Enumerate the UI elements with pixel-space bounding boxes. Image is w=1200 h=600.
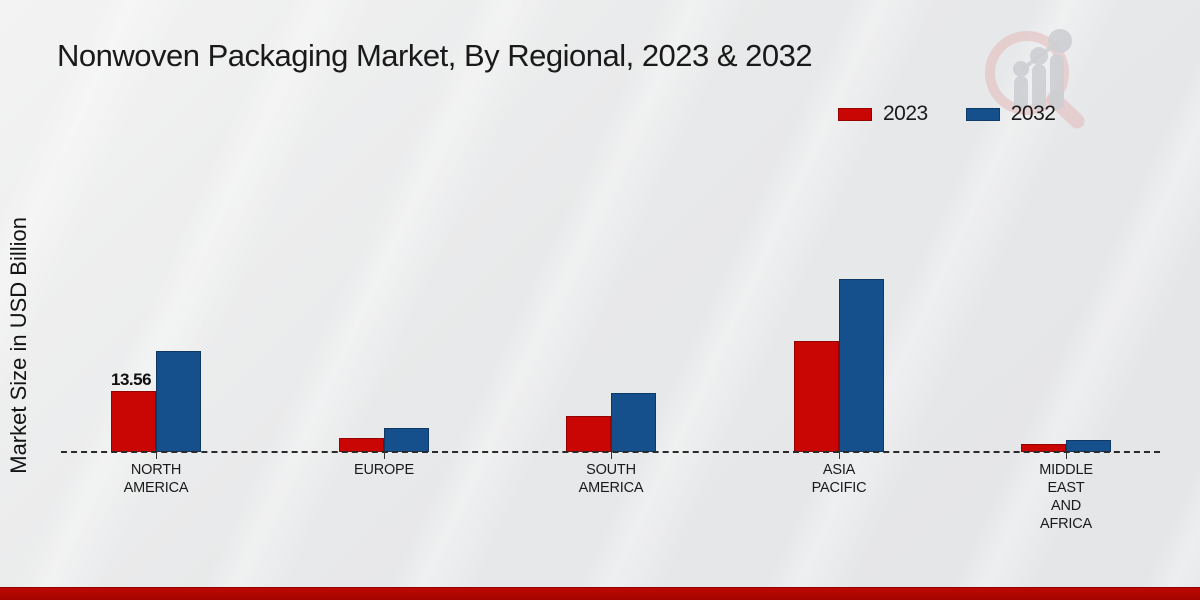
axis-tick-europe xyxy=(384,452,385,459)
axis-tick-middle-east-and-africa xyxy=(1066,452,1067,459)
legend-swatch-2023 xyxy=(838,107,872,121)
axis-label-middle-east-and-africa: MIDDLE EAST AND AFRICA xyxy=(1039,462,1093,532)
axis-label-asia-pacific: ASIA PACIFIC xyxy=(811,462,867,496)
bar-2023-asia-pacific xyxy=(794,341,839,452)
chart-title: Nonwoven Packaging Market, By Regional, … xyxy=(57,38,813,73)
axis-label-europe: EUROPE xyxy=(353,462,415,478)
bar-2032-europe xyxy=(384,428,429,452)
legend-label-2032: 2032 xyxy=(1010,102,1056,125)
axis-label-south-america: SOUTH AMERICA xyxy=(578,462,644,496)
axis-label-north-america: NORTH AMERICA xyxy=(123,462,189,496)
bar-2023-north-america xyxy=(111,391,156,452)
bar-2023-south-america xyxy=(566,416,611,452)
axis-tick-asia-pacific xyxy=(839,452,840,459)
bar-2023-europe xyxy=(339,438,384,452)
bottom-accent-strip xyxy=(0,587,1200,600)
bar-2032-asia-pacific xyxy=(839,279,884,452)
bar-2032-south-america xyxy=(611,393,656,452)
axis-tick-south-america xyxy=(611,452,612,459)
bar-2032-north-america xyxy=(156,351,201,452)
legend: 2023 2032 xyxy=(838,102,1056,126)
legend-swatch-2032 xyxy=(965,107,1000,121)
legend-item-2032: 2032 xyxy=(965,102,1056,126)
x-axis-baseline xyxy=(61,451,1160,453)
legend-label-2023: 2023 xyxy=(883,102,928,125)
legend-item-2023: 2023 xyxy=(838,102,928,126)
magnifier-chart-logo-icon xyxy=(985,29,1085,129)
bar-value-label-north-america-2023: 13.56 xyxy=(111,370,152,389)
axis-tick-north-america xyxy=(156,452,157,459)
